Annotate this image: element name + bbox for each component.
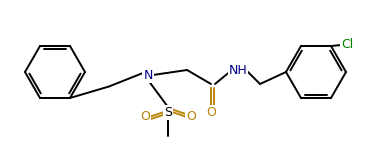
Text: O: O <box>140 111 150 124</box>
Text: S: S <box>164 106 172 119</box>
Text: Cl: Cl <box>341 38 353 51</box>
Text: N: N <box>143 68 153 81</box>
Text: O: O <box>186 111 196 124</box>
Text: NH: NH <box>229 63 247 76</box>
Text: O: O <box>206 106 216 119</box>
